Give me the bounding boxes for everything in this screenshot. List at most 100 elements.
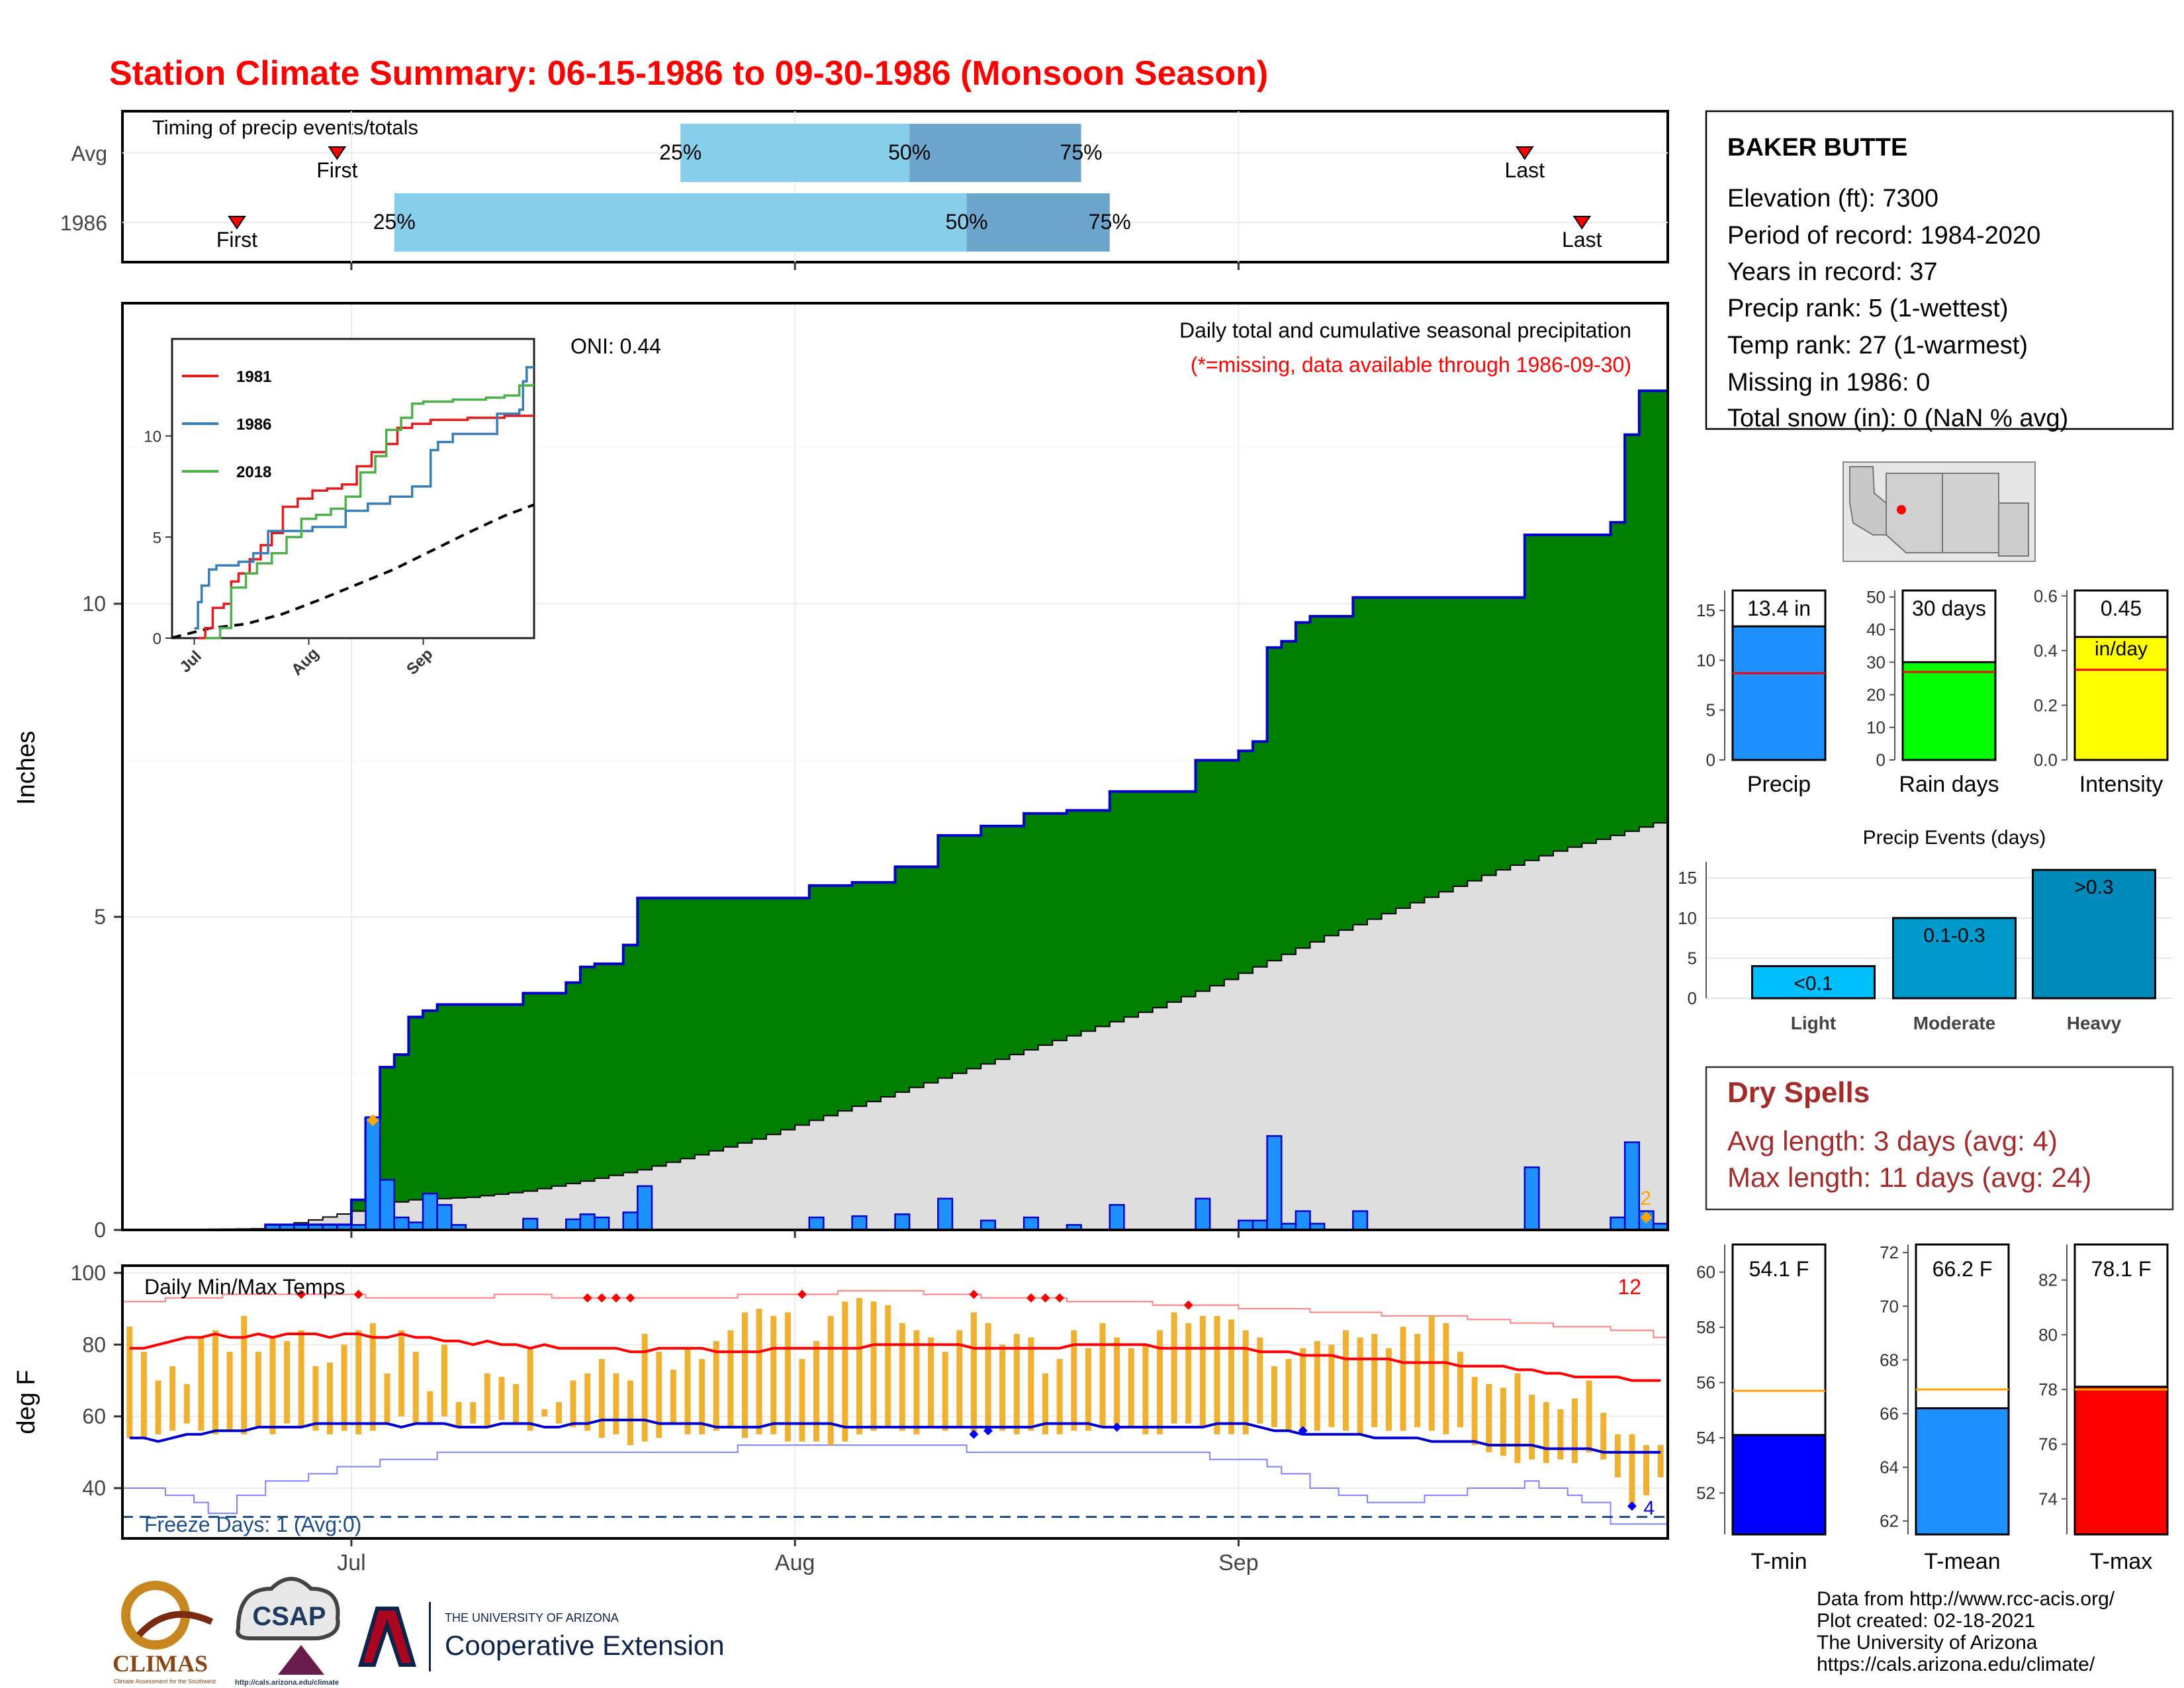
csap-cloud	[236, 1577, 340, 1640]
daily-precip-bar	[1251, 1219, 1268, 1231]
daily-precip-bar	[1295, 1210, 1311, 1231]
daily-temp-range-bar	[1328, 1344, 1335, 1427]
oni-label: ONI: 0.44	[570, 334, 661, 358]
credits: Data from http://www.rcc-acis.org/ Plot …	[1817, 1588, 2115, 1675]
record-high-line	[122, 1289, 1668, 1338]
timing-label-25: 25%	[373, 210, 416, 234]
station-box: BAKER BUTTE Elevation (ft): 7300 Period …	[1705, 110, 2174, 432]
daily-precip-bar	[637, 1185, 653, 1231]
timing-marker-last	[1572, 216, 1592, 230]
daily-temp-range-bar	[713, 1340, 719, 1431]
daily-precip-bar	[594, 1216, 610, 1231]
daily-temp-range-bar	[1428, 1315, 1435, 1431]
season-value-label: 13.4 in	[1747, 596, 1811, 620]
daily-temp-range-bar	[1156, 1330, 1163, 1434]
daily-temp-range-bar	[169, 1366, 176, 1431]
temp-ytick-label: 80	[82, 1333, 106, 1356]
daily-temp-range-bar	[1013, 1334, 1020, 1434]
daily-precip-bar	[1195, 1197, 1211, 1231]
daily-temp-range-bar	[1486, 1383, 1492, 1452]
daily-precip-bar	[1623, 1141, 1641, 1231]
daily-temp-range-bar	[784, 1312, 791, 1442]
season-panel-label: Precip	[1747, 772, 1811, 797]
temp-ytick-label: 100	[71, 1261, 106, 1285]
daily-temp-range-bar	[384, 1373, 390, 1424]
record-high-marker	[969, 1289, 979, 1299]
dry-spells-frame	[1705, 1066, 2174, 1211]
daily-temp-range-bar	[856, 1297, 862, 1434]
inset-legend-label: 1986	[236, 416, 271, 434]
cumulative-precip-line	[122, 389, 1668, 1231]
daily-precip-bar	[393, 1216, 410, 1231]
inset-ytick-label: 10	[144, 428, 161, 446]
daily-temp-range-bar	[1214, 1315, 1220, 1434]
daily-temp-range-bar	[1529, 1395, 1535, 1460]
record-high-marker	[296, 1289, 306, 1299]
timing-label-last: Last	[1505, 158, 1545, 182]
precip-events-chart: Precip Events (days) 0 5 10 15 <0.1 Light 0.1-…	[1678, 827, 2173, 1033]
ua-a-mark	[357, 1607, 417, 1667]
daily-temp-range-bar	[1199, 1315, 1206, 1427]
record-high-marker	[353, 1289, 363, 1299]
location-map	[1843, 461, 2036, 562]
daily-precip-bar	[422, 1192, 438, 1231]
daily-temp-range-bar	[928, 1337, 934, 1427]
timing-label-75: 75%	[1089, 210, 1131, 234]
daily-precip-bar	[622, 1211, 639, 1231]
daily-temp-range-bar	[298, 1330, 304, 1427]
x-axis: Jul Aug Sep	[337, 1230, 1259, 1575]
record-high-marker	[797, 1289, 807, 1299]
daily-temp-range-bar	[484, 1373, 490, 1427]
season-ytick-label: 5	[1706, 700, 1715, 720]
temp-ylabel: deg F	[13, 1370, 40, 1434]
timing-marker-last	[1515, 146, 1534, 160]
daily-precip-bar	[579, 1213, 596, 1231]
daily-temp-range-bar	[1242, 1330, 1249, 1434]
tmean-bar-t-max	[2073, 1385, 2169, 1536]
daily-temp-range-bar	[1414, 1334, 1421, 1427]
daily-temp-range-bar	[1114, 1337, 1120, 1427]
temp-high-count: 12	[1617, 1275, 1641, 1299]
precip-ytick-label: 0	[94, 1218, 106, 1242]
timing-bar-q25-q50	[680, 124, 910, 182]
timing-title: Timing of precip events/totals	[152, 116, 418, 139]
daily-temp-range-bar	[1228, 1319, 1235, 1434]
daily-temp-range-bar	[1056, 1358, 1063, 1434]
credit-line: The University of Arizona	[1817, 1632, 2038, 1654]
daily-temp-range-bar	[899, 1323, 905, 1431]
tmean-bar-t-min	[1731, 1434, 1827, 1536]
timing-row-label-year: 1986	[60, 211, 107, 235]
daily-temp-range-bar	[513, 1383, 520, 1424]
daily-precip-bar	[1238, 1219, 1254, 1231]
daily-temp-range-bar	[1471, 1377, 1478, 1446]
daily-precip-bar	[1352, 1210, 1369, 1231]
daily-temp-range-bar	[269, 1337, 276, 1434]
season-value-unit: in/day	[2095, 638, 2148, 660]
daily-temp-range-bar	[1571, 1398, 1578, 1464]
tmean-ytick-label: 80	[2038, 1325, 2058, 1344]
timing-label-first: First	[316, 158, 357, 182]
daily-temp-range-bar	[1185, 1323, 1192, 1424]
daily-precip-bar	[1023, 1216, 1039, 1231]
daily-temp-range-bar	[1099, 1323, 1106, 1427]
record-low-marker	[1112, 1422, 1122, 1432]
tmean-ytick-label: 68	[1880, 1350, 1899, 1370]
daily-temp-range-bar	[284, 1340, 291, 1424]
timing-label-50: 50%	[946, 210, 988, 234]
inset-series-line	[194, 366, 534, 630]
ua-logo: THE UNIVERSITY OF ARIZONA Cooperative Ex…	[357, 1602, 725, 1671]
record-low-marker	[983, 1426, 993, 1436]
daily-temp-range-bar	[656, 1352, 662, 1438]
inset-avg-line	[171, 503, 535, 639]
csap-url: http://cals.arizona.edu/climate	[235, 1679, 339, 1687]
timing-marker-first	[328, 146, 347, 160]
climas-logo: CLIMAS Climate Assessment for the Southw…	[113, 1581, 216, 1685]
daily-temp-range-bar	[741, 1312, 748, 1438]
record-low-line	[122, 1444, 1668, 1525]
tmean-ytick-label: 62	[1880, 1511, 1899, 1531]
daily-temp-range-bar	[1357, 1337, 1363, 1434]
tmean-ytick-label: 66	[1880, 1404, 1899, 1424]
dry-spells-line: Max length: 11 days (avg: 24)	[1727, 1162, 2091, 1193]
